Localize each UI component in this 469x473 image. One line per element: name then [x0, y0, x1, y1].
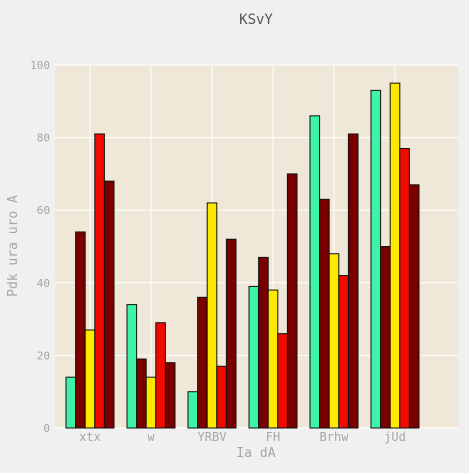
y-tick-label: 60 [37, 204, 50, 217]
x-tick-label: jUd [384, 430, 406, 444]
bar [197, 296, 208, 429]
bar [389, 82, 401, 429]
bar [338, 275, 349, 429]
bar [267, 289, 279, 429]
bar [408, 184, 420, 429]
y-tick-labels: 0 20 40 60 80 100 [30, 59, 50, 435]
x-tick-label: w [147, 430, 155, 444]
bar [75, 231, 86, 429]
bar [136, 358, 147, 429]
bar [94, 133, 105, 429]
bar [258, 256, 269, 429]
bar [155, 322, 166, 429]
bar [277, 333, 288, 429]
bar [145, 376, 157, 429]
y-tick-label: 100 [30, 59, 50, 72]
y-tick-label: 40 [37, 277, 50, 290]
chart-title: KSvY [239, 12, 273, 28]
x-axis-label: Ia dA [236, 446, 275, 461]
bar [206, 202, 218, 429]
x-tick-labels: xtx w YRBV FH Brhw jUd [79, 430, 406, 444]
bar [164, 362, 176, 429]
bar [286, 173, 298, 429]
y-axis-label: Pdk ura uro A [6, 195, 21, 297]
x-tick-label: xtx [79, 430, 101, 444]
bar [319, 198, 330, 429]
bar [216, 365, 227, 429]
bars [65, 82, 420, 429]
bar [126, 304, 138, 429]
bar [309, 115, 321, 429]
x-tick-label: Brhw [320, 430, 350, 444]
y-tick-label: 0 [43, 422, 50, 435]
x-tick-label: FH [266, 430, 280, 444]
bar [84, 329, 96, 429]
bar [347, 133, 359, 429]
bar [65, 376, 77, 429]
bar [103, 180, 115, 429]
bar [399, 147, 410, 429]
bar [187, 391, 199, 429]
bar [248, 285, 260, 429]
bar [370, 89, 382, 429]
y-tick-label: 20 [37, 349, 50, 362]
x-tick-label: YRBV [198, 430, 227, 444]
bar [328, 253, 340, 429]
y-tick-label: 80 [37, 132, 50, 145]
bar [225, 238, 237, 429]
bar [380, 246, 391, 429]
